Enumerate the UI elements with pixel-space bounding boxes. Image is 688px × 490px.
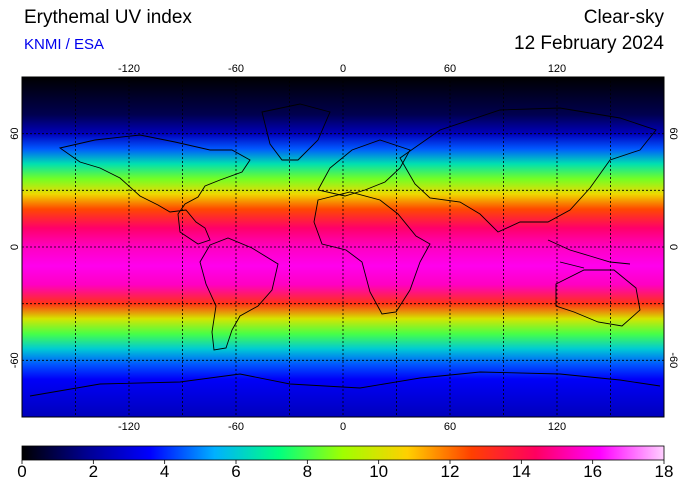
colorbar-label: 14 <box>511 462 531 481</box>
latitude-ticks-right: 60 0 -60 <box>667 128 679 369</box>
colorbar-label: 18 <box>654 462 674 481</box>
antarctica-outline <box>29 371 661 397</box>
colorbar-label: 0 <box>17 462 27 481</box>
asia-outline <box>399 107 657 233</box>
north-america-outline <box>58 134 251 245</box>
longitude-ticks-bottom: -120 -60 0 60 120 <box>118 421 566 433</box>
latitude-tick-label: 0 <box>9 244 21 250</box>
map-title: Erythemal UV index <box>24 7 192 28</box>
longitude-tick-label: 120 <box>548 63 566 75</box>
date-label: 12 February 2024 <box>514 33 664 54</box>
condition-label: Clear-sky <box>583 7 664 28</box>
colorbar-label: 16 <box>583 462 603 481</box>
latitude-tick-label: 0 <box>667 244 679 250</box>
colorbar-label: 6 <box>231 462 241 481</box>
latitude-ticks-left: 60 0 -60 <box>9 128 21 369</box>
longitude-ticks-top: -120 -60 0 60 120 <box>118 63 566 75</box>
colorbar-label: 12 <box>440 462 460 481</box>
colorbar-label: 4 <box>159 462 170 481</box>
graticule <box>22 77 664 417</box>
australia-outline <box>555 269 641 327</box>
longitude-tick-label: -60 <box>228 421 244 433</box>
colorbar-label: 8 <box>302 462 313 481</box>
latitude-tick-label: -60 <box>667 352 679 368</box>
source-label: KNMI / ESA <box>24 36 105 53</box>
coastlines <box>29 103 661 397</box>
south-america-outline <box>199 237 279 351</box>
longitude-tick-label: 0 <box>340 63 346 75</box>
longitude-tick-label: -60 <box>228 63 244 75</box>
latitude-tick-label: -60 <box>9 352 21 368</box>
colorbar <box>21 445 665 461</box>
longitude-tick-label: -120 <box>118 63 140 75</box>
latitude-tick-label: 60 <box>9 128 21 140</box>
greenland-outline <box>261 103 331 161</box>
longitude-tick-label: 0 <box>340 421 346 433</box>
latitude-tick-label: 60 <box>667 128 679 140</box>
colorbar-ticks <box>21 460 665 464</box>
longitude-tick-label: 60 <box>444 421 456 433</box>
colorbar-label: 10 <box>369 462 389 481</box>
longitude-tick-label: 120 <box>548 421 566 433</box>
colorbar-label: 2 <box>88 462 99 481</box>
map-frame <box>21 76 665 418</box>
longitude-tick-label: -120 <box>118 421 140 433</box>
longitude-tick-label: 60 <box>444 63 456 75</box>
